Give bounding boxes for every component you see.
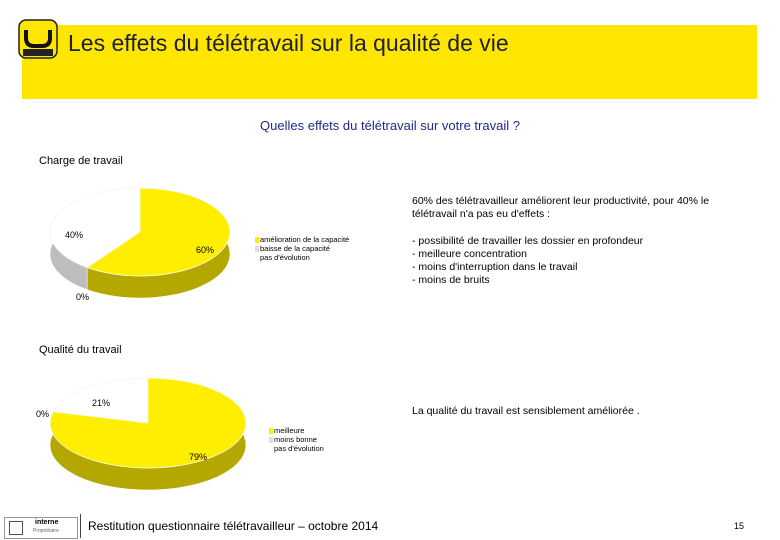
charge-legend: amélioration de la capacité baisse de la…: [255, 235, 349, 262]
qualite-pie-slice: [52, 377, 149, 424]
footer-text: Restitution questionnaire télétravailleu…: [88, 519, 379, 533]
qualite-legend: meilleure moins bonne pas d'évolution: [269, 426, 324, 453]
chart-title-qualite: Qualité du travail: [39, 344, 122, 356]
qualite-label-meilleure: 79%: [189, 452, 208, 462]
qualite-label-moins-bonne: 0%: [36, 409, 50, 419]
page-number: 15: [734, 521, 745, 531]
footer-divider: [80, 514, 81, 538]
qualite-label-pas-evolution: 21%: [92, 398, 111, 408]
legend-item: moins bonne: [269, 435, 324, 444]
page-title: Les effets du télétravail sur la qualité…: [68, 30, 509, 56]
chart-title-charge: Charge de travail: [39, 155, 123, 167]
legend-item: meilleure: [269, 426, 324, 435]
charge-label-pas-evolution: 40%: [65, 230, 84, 240]
charge-label-baisse: 0%: [76, 292, 90, 302]
title-banner: [22, 25, 757, 99]
charge-pie-slice: [86, 187, 231, 277]
legend-item: amélioration de la capacité: [255, 235, 349, 244]
charge-pie-slice: [49, 187, 141, 268]
classification-badge: interne Propriétaire: [4, 517, 78, 539]
charge-bullets: - possibilité de travailler les dossier …: [412, 235, 644, 286]
lock-icon: [9, 521, 23, 535]
charge-summary: 60% des télétravailleur améliorent leur …: [412, 195, 710, 220]
question-heading: Quelles effets du télétravail sur votre …: [260, 118, 520, 133]
legend-item: pas d'évolution: [255, 253, 349, 262]
charge-label-amelioration: 60%: [196, 245, 215, 255]
qualite-summary: La qualité du travail est sensiblement a…: [412, 405, 640, 417]
logo-icon: [18, 19, 58, 59]
qualite-pie-slice: [49, 377, 247, 469]
legend-item: baisse de la capacité: [255, 244, 349, 253]
legend-item: pas d'évolution: [269, 444, 324, 453]
